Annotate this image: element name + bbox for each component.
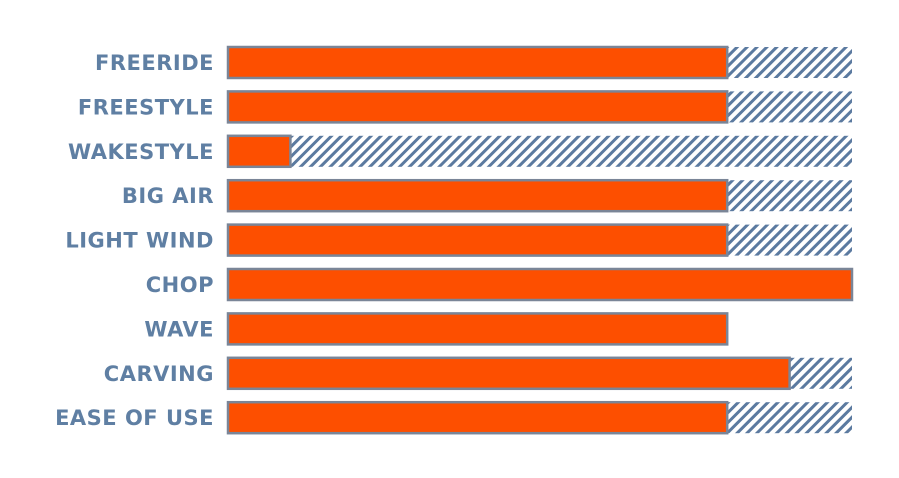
bar-value bbox=[226, 312, 729, 346]
bar-value bbox=[226, 267, 854, 302]
bar-row: FREESTYLE bbox=[78, 90, 852, 124]
bar-row: BIG AIR bbox=[122, 178, 852, 213]
category-label: WAVE bbox=[144, 317, 214, 341]
category-label: WAKESTYLE bbox=[68, 140, 214, 164]
bar-value bbox=[226, 400, 729, 435]
bar-value bbox=[226, 134, 292, 169]
bar-row: CHOP bbox=[146, 267, 854, 302]
bar-value bbox=[226, 90, 729, 124]
bar-row: CARVING bbox=[104, 356, 852, 391]
bar-row: FREERIDE bbox=[95, 45, 852, 80]
category-label: LIGHT WIND bbox=[65, 229, 214, 253]
bar-row: EASE OF USE bbox=[55, 400, 852, 435]
category-label: CHOP bbox=[146, 273, 214, 297]
bar-value bbox=[226, 223, 729, 257]
category-label: FREESTYLE bbox=[78, 95, 214, 119]
bar-row: LIGHT WIND bbox=[65, 223, 852, 257]
category-label: BIG AIR bbox=[122, 184, 214, 208]
bar-row: WAVE bbox=[144, 312, 729, 346]
bar-value bbox=[226, 356, 791, 391]
bar-value bbox=[226, 178, 729, 213]
bar-row: WAKESTYLE bbox=[68, 134, 852, 169]
bar-value bbox=[226, 45, 729, 80]
bar-remaining bbox=[228, 135, 852, 167]
category-label: CARVING bbox=[104, 362, 214, 386]
category-label: EASE OF USE bbox=[55, 406, 214, 430]
category-label: FREERIDE bbox=[95, 51, 214, 75]
